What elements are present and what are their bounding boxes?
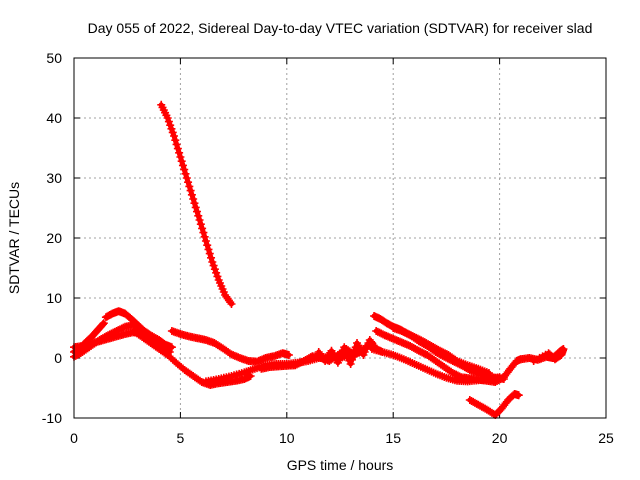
- data-point: [181, 169, 190, 178]
- series-arc-13: [367, 345, 504, 386]
- data-point: [499, 375, 508, 383]
- x-tick-label: 20: [492, 430, 508, 446]
- x-tick-label: 15: [385, 430, 401, 446]
- series-arc-6: [157, 100, 236, 308]
- chart-title: Day 055 of 2022, Sidereal Day-to-day VTE…: [88, 20, 593, 36]
- x-tick-label: 0: [70, 430, 78, 446]
- data-point: [514, 391, 523, 400]
- data-point: [349, 351, 358, 360]
- x-axis-label: GPS time / hours: [287, 457, 394, 473]
- series-arc-15: [465, 390, 523, 419]
- data-point: [173, 144, 182, 153]
- y-tick-label: -10: [42, 410, 62, 426]
- data-point: [350, 347, 359, 356]
- data-point: [213, 272, 222, 281]
- series-arc-14: [389, 324, 508, 383]
- data-point: [192, 207, 201, 216]
- data-point: [186, 186, 195, 195]
- data-point: [227, 300, 236, 308]
- data-point: [180, 165, 189, 174]
- series-arc-5: [129, 327, 255, 389]
- data-point: [207, 253, 216, 262]
- data-point: [177, 157, 186, 166]
- data-point: [189, 195, 198, 203]
- data-point: [175, 148, 184, 157]
- y-tick-label: 10: [46, 290, 62, 306]
- data-point: [168, 128, 177, 137]
- data-point: [198, 224, 207, 233]
- data-point: [99, 319, 108, 328]
- data-point: [176, 153, 185, 161]
- data-point: [172, 140, 181, 149]
- data-point: [201, 237, 210, 245]
- data-point: [171, 136, 180, 145]
- data-point: [196, 220, 205, 229]
- data-point: [209, 261, 218, 270]
- data-point: [205, 249, 214, 258]
- x-tick-label: 5: [177, 430, 185, 446]
- data-points: [70, 100, 568, 419]
- y-tick-label: 30: [46, 170, 62, 186]
- data-point: [164, 117, 173, 126]
- data-point: [166, 121, 175, 130]
- y-tick-label: 20: [46, 230, 62, 246]
- data-point: [226, 298, 235, 307]
- series-arc-7: [167, 327, 293, 366]
- plot-frame: [73, 57, 607, 419]
- data-point: [167, 124, 176, 133]
- data-point: [187, 190, 196, 199]
- data-point: [284, 351, 293, 359]
- data-point: [185, 182, 194, 191]
- data-point: [184, 178, 193, 187]
- series-arc-4: [101, 307, 176, 352]
- data-point: [203, 241, 212, 250]
- data-point: [194, 211, 203, 220]
- tick-labels: 0 5 10 15 20 25 -10 0 10 20 30 40 50: [42, 50, 614, 446]
- data-point: [346, 360, 355, 368]
- data-point: [167, 343, 176, 352]
- data-point: [204, 245, 213, 254]
- y-axis-label: SDTVAR / TECUs: [6, 182, 22, 294]
- data-point: [191, 203, 200, 212]
- data-point: [163, 114, 172, 122]
- data-point: [208, 258, 217, 266]
- data-point: [182, 174, 191, 182]
- data-point: [190, 199, 199, 208]
- data-point: [98, 320, 107, 329]
- data-point: [200, 232, 209, 241]
- series-arc-11: [370, 312, 493, 377]
- data-point: [347, 355, 356, 364]
- data-point: [210, 265, 219, 274]
- data-point: [199, 228, 208, 237]
- data-point: [529, 357, 538, 365]
- x-tick-label: 10: [279, 430, 295, 446]
- data-point: [195, 216, 204, 224]
- y-tick-label: 0: [54, 350, 62, 366]
- x-tick-label: 25: [598, 430, 614, 446]
- data-point: [170, 132, 179, 140]
- data-point: [212, 268, 221, 277]
- y-tick-label: 50: [46, 50, 62, 66]
- data-point: [178, 161, 187, 170]
- y-tick-label: 40: [46, 110, 62, 126]
- series-arc-16: [516, 345, 568, 365]
